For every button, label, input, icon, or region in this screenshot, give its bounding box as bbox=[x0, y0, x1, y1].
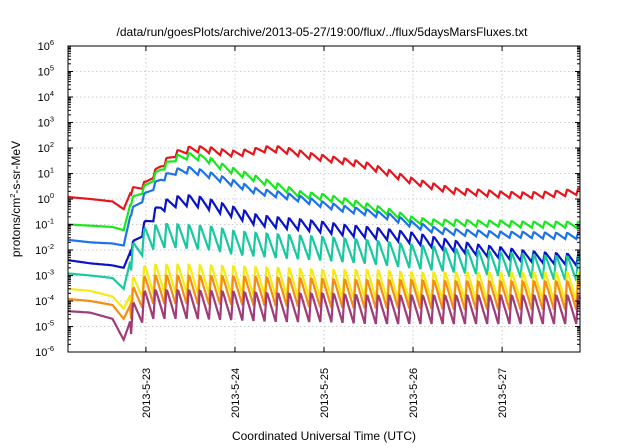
y-tick-exponent: 5 bbox=[50, 64, 54, 73]
y-tick-exponent: 2 bbox=[50, 140, 54, 149]
y-tick-label: 103 bbox=[38, 115, 54, 130]
y-tick-exponent: 0 bbox=[50, 191, 54, 200]
y-tick-exponent: -4 bbox=[47, 293, 54, 302]
y-tick-label: 101 bbox=[38, 166, 54, 181]
y-axis-label: protons/cm2-s-sr-MeV bbox=[8, 141, 23, 257]
y-tick-exponent: -6 bbox=[47, 344, 54, 353]
y-axis-label-superscript: 2 bbox=[8, 194, 17, 198]
y-tick-exponent: -1 bbox=[47, 217, 54, 226]
series-line-4 bbox=[67, 194, 581, 270]
y-tick-label: 105 bbox=[38, 64, 54, 79]
y-tick-base: 10 bbox=[38, 143, 50, 155]
y-axis-label-rest: -s-sr-MeV bbox=[9, 141, 23, 194]
y-tick-base: 10 bbox=[35, 220, 47, 232]
series-group bbox=[67, 145, 582, 343]
y-tick-base: 10 bbox=[38, 169, 50, 181]
x-axis-label: Coordinated Universal Time (UTC) bbox=[232, 429, 416, 443]
y-tick-label: 10-3 bbox=[35, 268, 54, 283]
y-tick-exponent: -3 bbox=[47, 268, 54, 277]
series-line-2 bbox=[68, 152, 581, 232]
x-tick-label: 2013-5-25 bbox=[319, 368, 331, 418]
y-tick-label: 10-4 bbox=[35, 293, 54, 308]
y-tick-base: 10 bbox=[38, 118, 50, 130]
x-tick-label: 2013-5-26 bbox=[408, 368, 420, 418]
y-tick-label: 10-5 bbox=[35, 319, 54, 334]
y-tick-base: 10 bbox=[35, 347, 47, 359]
y-tick-label: 102 bbox=[38, 140, 54, 155]
chart-title: /data/run/goesPlots/archive/2013-05-27/1… bbox=[117, 25, 529, 39]
x-axis-ticks: 2013-5-23 2013-5-24 2013-5-25 2013-5-26 2013… bbox=[141, 46, 509, 418]
y-tick-label: 104 bbox=[38, 89, 54, 104]
series-line-3 bbox=[67, 166, 581, 247]
y-tick-base: 10 bbox=[38, 67, 50, 79]
y-tick-base: 10 bbox=[38, 92, 50, 104]
y-tick-label: 10-6 bbox=[35, 344, 54, 359]
y-tick-exponent: -5 bbox=[47, 319, 54, 328]
y-tick-label: 10-1 bbox=[35, 217, 54, 232]
x-tick-label: 2013-5-27 bbox=[497, 368, 509, 418]
y-tick-exponent: -2 bbox=[47, 242, 54, 251]
y-axis-label-base: protons/cm bbox=[9, 198, 23, 257]
y-tick-label: 10-2 bbox=[35, 242, 54, 257]
y-tick-exponent: 4 bbox=[50, 89, 54, 98]
series-line-8 bbox=[67, 288, 582, 343]
y-tick-base: 10 bbox=[35, 296, 47, 308]
y-tick-base: 10 bbox=[35, 245, 47, 257]
x-tick-label: 2013-5-23 bbox=[141, 368, 153, 418]
y-tick-base: 10 bbox=[38, 194, 50, 206]
y-tick-label: 106 bbox=[38, 38, 54, 53]
y-tick-base: 10 bbox=[35, 271, 47, 283]
x-tick-label: 2013-5-24 bbox=[230, 368, 242, 418]
y-tick-exponent: 1 bbox=[50, 166, 54, 175]
y-tick-label: 100 bbox=[38, 191, 54, 206]
y-axis-ticks: 10-610-510-410-310-210-11001011021031041… bbox=[35, 38, 580, 359]
series-line-5 bbox=[67, 222, 582, 291]
y-tick-base: 10 bbox=[35, 322, 47, 334]
y-tick-exponent: 6 bbox=[50, 38, 54, 47]
y-tick-base: 10 bbox=[38, 41, 50, 53]
series-line-1 bbox=[67, 145, 581, 211]
y-tick-exponent: 3 bbox=[50, 115, 54, 124]
